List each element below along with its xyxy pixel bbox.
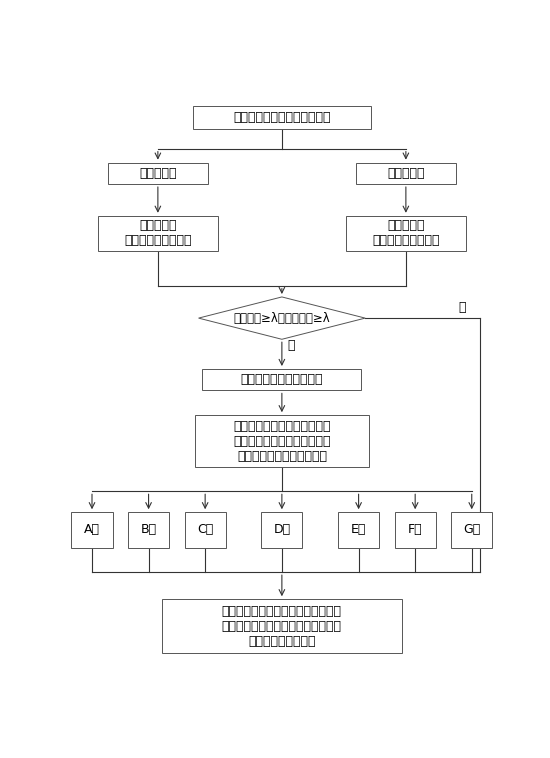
Text: B型: B型 <box>140 523 157 537</box>
Text: 区域地质图: 区域地质图 <box>387 167 425 180</box>
FancyBboxPatch shape <box>107 162 208 184</box>
Text: C型: C型 <box>197 523 213 537</box>
Text: A型: A型 <box>84 523 100 537</box>
Text: 否: 否 <box>459 301 466 314</box>
Text: 根据栅格小区的地面坡度、地
层倾角以及倾坡差值，确定栅
格小区对应的边坡形态类型: 根据栅格小区的地面坡度、地 层倾角以及倾坡差值，确定栅 格小区对应的边坡形态类型 <box>233 420 331 463</box>
Text: F型: F型 <box>408 523 422 537</box>
Text: 区域地形图: 区域地形图 <box>139 167 177 180</box>
Text: 地面坡度≥λ或地层倾角≥λ: 地面坡度≥λ或地层倾角≥λ <box>234 312 330 324</box>
Text: 栅格小区的
地面坡向和地面坡度: 栅格小区的 地面坡向和地面坡度 <box>124 219 191 247</box>
FancyBboxPatch shape <box>192 106 371 130</box>
Text: 是: 是 <box>288 339 295 352</box>
FancyBboxPatch shape <box>162 599 402 653</box>
Text: 根据待评定区域内各个栅格小区对应
的边坡形态类型，得到待评定区域的
边坡稳定性区划结果: 根据待评定区域内各个栅格小区对应 的边坡形态类型，得到待评定区域的 边坡稳定性区… <box>222 605 342 647</box>
Text: 栅格小区的
地层倾向和地层倾角: 栅格小区的 地层倾向和地层倾角 <box>372 219 439 247</box>
FancyBboxPatch shape <box>395 512 436 547</box>
Text: 求取栅格小区的倾坡差值: 求取栅格小区的倾坡差值 <box>241 373 323 387</box>
FancyBboxPatch shape <box>98 216 218 251</box>
FancyBboxPatch shape <box>72 512 113 547</box>
FancyBboxPatch shape <box>338 512 379 547</box>
FancyBboxPatch shape <box>202 369 361 390</box>
Text: G型: G型 <box>463 523 480 537</box>
FancyBboxPatch shape <box>128 512 169 547</box>
FancyBboxPatch shape <box>261 512 303 547</box>
Text: 获取区域地形图和区域地质图: 获取区域地形图和区域地质图 <box>233 111 331 124</box>
FancyBboxPatch shape <box>355 162 456 184</box>
Text: D型: D型 <box>273 523 290 537</box>
FancyBboxPatch shape <box>185 512 226 547</box>
FancyBboxPatch shape <box>346 216 466 251</box>
Text: E型: E型 <box>351 523 366 537</box>
Polygon shape <box>199 297 365 340</box>
FancyBboxPatch shape <box>195 415 369 468</box>
FancyBboxPatch shape <box>451 512 492 547</box>
